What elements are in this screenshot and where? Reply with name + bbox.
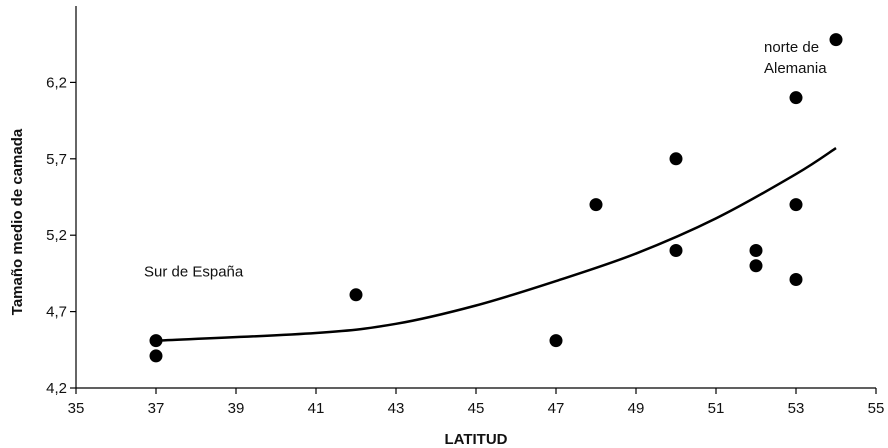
y-tick-label: 4,2 — [46, 380, 67, 397]
x-tick-label: 45 — [468, 400, 485, 417]
data-point — [149, 334, 163, 348]
data-point — [549, 334, 563, 348]
x-tick-label: 43 — [388, 400, 405, 417]
data-points-layer — [149, 33, 843, 363]
data-point — [749, 259, 763, 273]
y-tick-label: 6,2 — [46, 74, 67, 91]
y-axis-title: Tamaño medio de camada — [9, 128, 26, 315]
annotation-line: Sur de España — [144, 263, 244, 280]
annotation-line: Alemania — [764, 60, 827, 77]
y-tick-label: 5,2 — [46, 227, 67, 244]
trendline-layer — [155, 147, 837, 342]
data-point — [829, 33, 843, 47]
x-tick-label: 39 — [228, 400, 245, 417]
data-point — [149, 349, 163, 363]
annotation-line: norte de — [764, 39, 819, 56]
x-tick-label: 55 — [868, 400, 885, 417]
x-tick-label: 37 — [148, 400, 165, 417]
x-tick-label: 47 — [548, 400, 565, 417]
x-tick-label: 41 — [308, 400, 325, 417]
annotations-layer: Sur de España norte de Alemania — [144, 39, 827, 281]
x-tick-label: 53 — [788, 400, 805, 417]
x-tick-label: 35 — [68, 400, 85, 417]
data-point — [789, 91, 803, 105]
data-point — [749, 243, 763, 257]
data-point — [589, 198, 603, 212]
y-tick-label: 5,7 — [46, 151, 67, 168]
data-point — [789, 198, 803, 212]
trendline — [155, 147, 837, 342]
annotation-label: Sur de España — [144, 263, 244, 280]
data-point — [789, 273, 803, 287]
data-point — [669, 243, 683, 257]
data-point — [669, 152, 683, 166]
y-axis: 4,2 4,7 5,2 5,7 6,2 — [46, 6, 77, 397]
y-tick-label: 4,7 — [46, 304, 67, 321]
x-axis-title: LATITUD — [444, 431, 507, 448]
x-axis: 35 37 39 41 43 45 47 49 51 53 55 — [68, 387, 885, 417]
x-tick-label: 49 — [628, 400, 645, 417]
data-point — [349, 288, 363, 302]
annotation-label: norte de Alemania — [764, 39, 827, 77]
x-tick-label: 51 — [708, 400, 725, 417]
